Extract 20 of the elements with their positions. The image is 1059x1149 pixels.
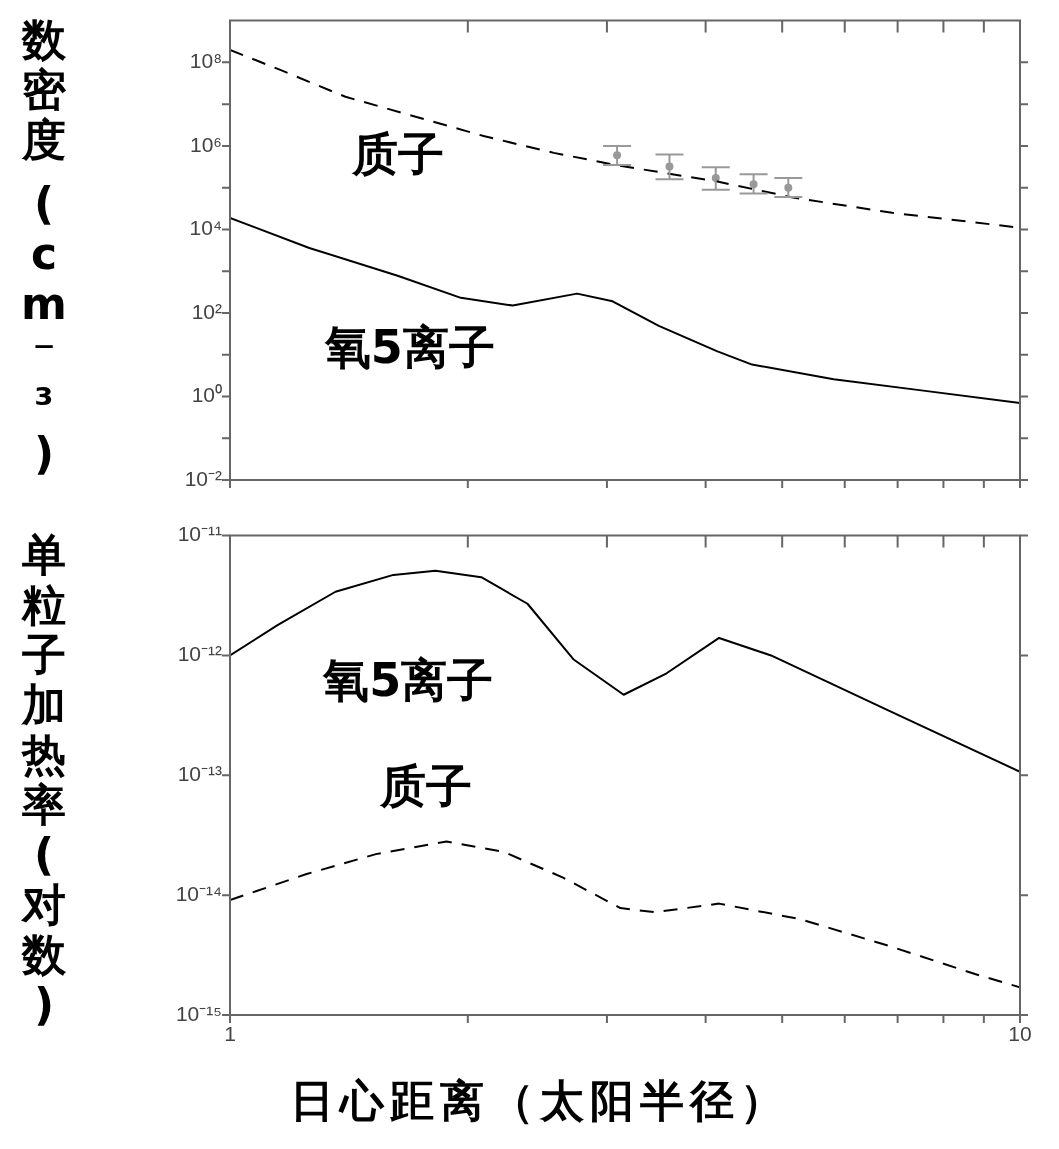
y-tick-label: 10⁸	[189, 49, 222, 73]
y-tick-label: 10⁰	[191, 383, 222, 407]
series-label: 氧5离子	[322, 653, 494, 708]
x-tick-label: 10	[1008, 1022, 1032, 1046]
y-tick-label: 10²	[191, 299, 222, 323]
y-tick-label: 10⁻²	[184, 466, 222, 490]
x-tick-label: 1	[224, 1022, 236, 1046]
y-tick-label: 10⁶	[189, 132, 222, 156]
x-axis-title: 日心距离（太阳半径）	[290, 1074, 790, 1128]
text: 数密度 (cm⁻³)	[21, 14, 67, 479]
y-tick-label: 10⁻¹³	[177, 762, 222, 786]
y-tick-label: 10⁴	[189, 216, 222, 240]
y-tick-label: 10⁻¹²	[177, 642, 222, 666]
y-tick-label: 10⁻¹⁵	[175, 1001, 222, 1025]
text: 单粒子加热率(对数)	[22, 529, 66, 1030]
series-label: 质子	[351, 127, 445, 182]
series-label: 氧5离子	[323, 320, 495, 375]
series-label: 质子	[379, 758, 473, 813]
y-tick-label: 10⁻¹¹	[177, 522, 222, 546]
y-tick-label: 10⁻¹⁴	[175, 881, 222, 905]
